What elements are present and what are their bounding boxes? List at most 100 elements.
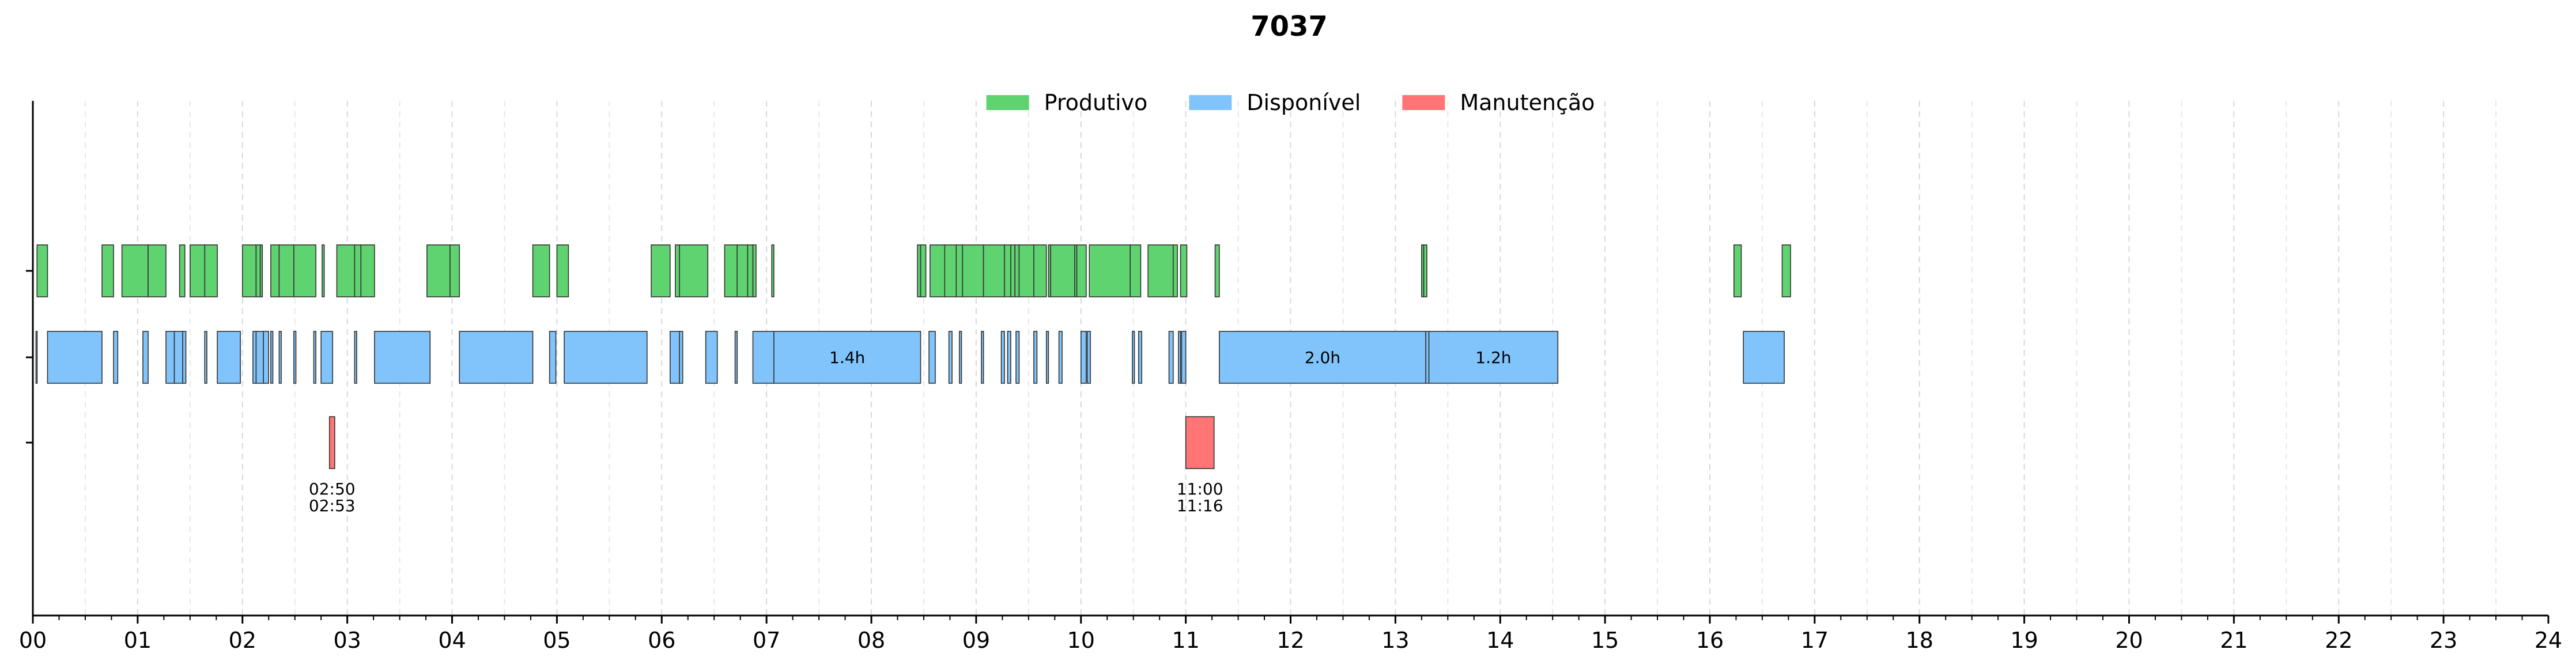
x-tick-label: 08 [858,628,885,653]
grid-lines [84,101,2497,616]
legend: Produtivo Disponível Manutenção [986,90,1595,115]
x-tick-label: 02 [229,628,256,653]
bar-produtivo [1033,244,1047,297]
bar-disponivel [958,331,962,384]
bar-disponivel [255,331,264,384]
maintenance-end-label: 11:16 [1177,496,1223,515]
bar-disponivel [948,331,953,384]
bar-produtivo [204,244,218,297]
bar-duration-label: 1.2h [1475,348,1511,367]
maintenance-start-label: 02:50 [309,480,356,499]
bar-disponivel [217,331,241,384]
bar-disponivel [270,331,274,384]
bar-produtivo [426,244,451,297]
bar-disponivel [752,331,775,384]
bar-produtivo [293,244,316,297]
bar-produtivo [736,244,749,297]
x-tick-label: 22 [2325,628,2352,653]
bar-produtivo [179,244,186,297]
bar-disponivel [313,331,316,384]
bar-disponivel [1138,331,1143,384]
legend-swatch [1189,95,1232,110]
bar-produtivo [121,244,149,297]
bar-produtivo [278,244,294,297]
bar-disponivel [1007,331,1011,384]
bar-duration-label: 1.4h [829,348,865,367]
bar-disponivel [549,331,557,384]
bar-produtivo [651,244,671,297]
x-tick-label: 24 [2535,628,2562,653]
bar-produtivo [1010,244,1015,297]
x-tick-label: 17 [1801,628,1829,653]
legend-swatch [986,95,1029,110]
legend-label: Produtivo [1044,90,1148,115]
bar-produtivo [255,244,261,297]
bar-produtivo [241,244,257,297]
bar-disponivel [1181,331,1187,384]
bar-produtivo [920,244,927,297]
bar-disponivel [1058,331,1063,384]
x-tick-label: 23 [2430,628,2457,653]
x-tick-label: 04 [438,628,466,653]
bar-disponivel [679,331,683,384]
bar-produtivo [917,244,921,297]
x-tick-label: 00 [19,628,47,653]
bar-produtivo [962,244,984,297]
bar-produtivo [983,244,1005,297]
bar-produtivo [450,244,460,297]
maintenance-end-label: 02:53 [309,496,356,515]
bar-produtivo [556,244,569,297]
x-tick-label: 09 [962,628,990,653]
bar-produtivo [148,244,167,297]
bar-manutencao [1185,416,1215,469]
bar-produtivo [354,244,362,297]
bar-disponivel [165,331,175,384]
bar-disponivel [1080,331,1087,384]
legend-label: Disponível [1247,90,1361,115]
bar-manutencao [328,416,335,469]
bar-disponivel [182,331,187,384]
x-tick-label: 16 [1696,628,1724,653]
bar-disponivel [1033,331,1038,384]
legend-swatch [1402,95,1445,110]
bar-produtivo [944,244,957,297]
maintenance-start-label: 11:00 [1177,480,1223,499]
bar-produtivo [1214,244,1220,297]
bar-produtivo [1089,244,1131,297]
bar-produtivo [532,244,550,297]
bar-produtivo [322,244,325,297]
bar-produtivo [1173,244,1178,297]
bar-produtivo [1781,244,1791,297]
bar-disponivel [1178,331,1181,384]
bar-produtivo [1018,244,1034,297]
bar-disponivel [142,331,149,384]
bar-disponivel [670,331,680,384]
bar-disponivel [293,331,297,384]
bar-produtivo [930,244,946,297]
bar-produtivo [747,244,754,297]
bar-disponivel [1743,331,1785,384]
x-tick-label: 14 [1486,628,1514,653]
x-tick-label: 12 [1276,628,1304,653]
bar-disponivel [1428,331,1559,384]
x-tick-label: 21 [2220,628,2248,653]
bar-disponivel [35,331,38,384]
bar-disponivel [1132,331,1135,384]
bar-disponivel [564,331,648,384]
bar-produtivo [1076,244,1087,297]
bar-produtivo [1147,244,1174,297]
bar-disponivel [47,331,103,384]
bar-disponivel [320,331,333,384]
bar-disponivel [1086,331,1091,384]
bar-produtivo [1004,244,1011,297]
x-tick-label: 18 [1906,628,1933,653]
bar-produtivo [955,244,964,297]
bar-disponivel [1219,331,1426,384]
x-tick-label: 10 [1067,628,1095,653]
bar-disponivel [1015,331,1020,384]
bar-disponivel [113,331,119,384]
bar-produtivo [101,244,114,297]
bar-produtivo [771,244,775,297]
